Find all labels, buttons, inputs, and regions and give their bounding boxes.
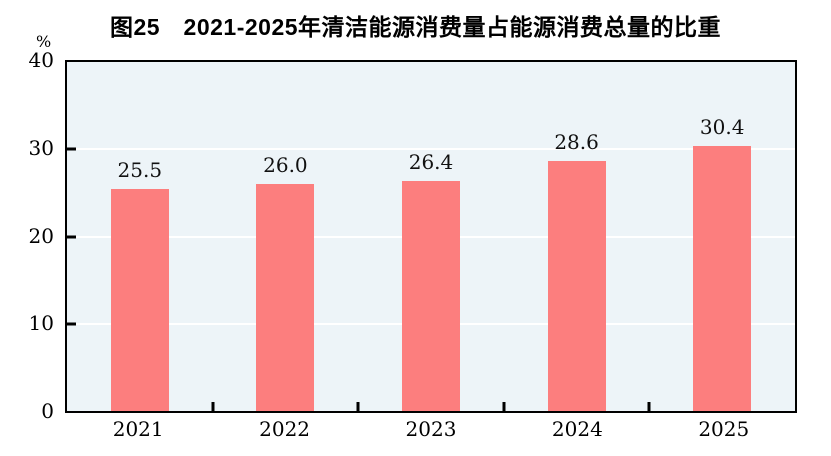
bar-group-2021: 25.5 (67, 62, 213, 411)
y-tick-label: 20 (28, 223, 54, 248)
x-tick (502, 402, 506, 411)
y-tick-label: 30 (28, 135, 54, 160)
bar-value-label: 26.4 (408, 149, 454, 174)
x-tick-label: 2021 (112, 417, 164, 441)
y-tick-label: 40 (28, 48, 54, 72)
x-tick (211, 402, 215, 411)
y-tick (67, 322, 76, 326)
bar (547, 161, 606, 411)
y-tick (67, 147, 76, 151)
x-tick (647, 402, 651, 411)
x-tick-label: 2022 (259, 417, 311, 441)
bar-group-2022: 26.0 (213, 62, 359, 411)
chart-title: 图25 2021-2025年清洁能源消费量占能源消费总量的比重 (109, 14, 722, 40)
bar-value-label: 26.0 (263, 153, 308, 178)
bar-group-2025: 30.4 (649, 62, 795, 411)
plot-area: 25.5 26.0 26.4 28.6 30.4 (65, 60, 797, 413)
bar (693, 145, 752, 411)
bar-group-2023: 26.4 (358, 62, 504, 411)
x-tick (356, 402, 360, 411)
x-axis: 2021 2022 2023 2024 2025 (65, 417, 797, 447)
bar (256, 184, 315, 411)
y-axis: 0 10 20 30 40 (0, 48, 56, 423)
bar-value-label: 30.4 (699, 114, 745, 139)
y-tick-label: 0 (41, 399, 54, 423)
x-tick-label: 2025 (698, 417, 750, 441)
gridline (67, 148, 795, 151)
y-tick (67, 235, 76, 238)
bar (110, 188, 169, 411)
x-tick-label: 2024 (551, 417, 603, 441)
bar-value-label: 25.5 (117, 157, 163, 182)
x-tick-label: 2023 (405, 417, 457, 441)
bar-group-2024: 28.6 (504, 62, 650, 411)
y-tick-label: 10 (28, 311, 54, 336)
bar-value-label: 28.6 (554, 130, 599, 155)
y-axis-unit-label: % (36, 32, 52, 51)
bar (401, 180, 460, 411)
